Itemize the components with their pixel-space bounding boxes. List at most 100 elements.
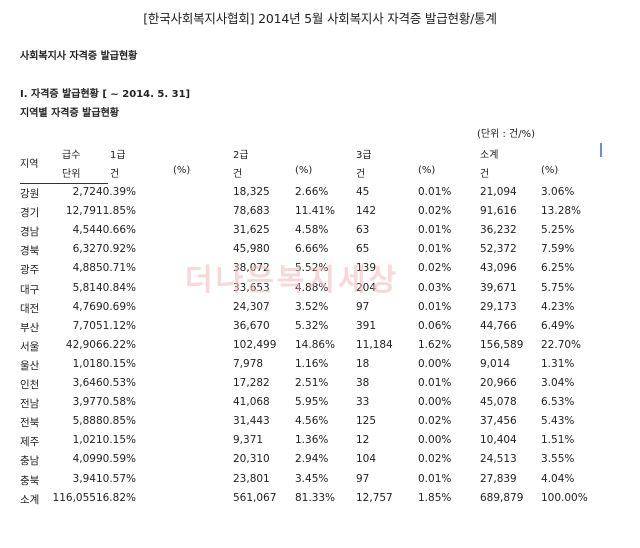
table-row: 충북 3,9410.57% 23,801 3.45% 97 0.01% 27,839 4.04… <box>0 473 640 492</box>
total-count-cell: 52,372 <box>480 243 517 256</box>
grade1-cell: 2,7240.39% <box>72 186 136 198</box>
total-pct-cell: 13.28% <box>541 205 582 218</box>
region-cell: 전북 <box>20 417 40 430</box>
total-count-cell: 10,404 <box>480 434 517 447</box>
region-cell: 대전 <box>20 302 40 315</box>
grade2-pct-cell: 4.88% <box>295 281 329 294</box>
total-count-cell: 689,879 <box>480 491 524 504</box>
grade2-count-cell: 24,307 <box>233 300 270 313</box>
grade3-pct-cell: 0.00% <box>418 396 452 409</box>
table-row: 소계 116,05516.82% 561,067 81.33% 12,757 1.85% 6… <box>0 492 640 511</box>
table-row: 서울 42,9066.22% 102,499 14.86% 11,184 1.62% 156… <box>0 339 640 358</box>
grade3-pct-cell: 0.01% <box>418 472 452 485</box>
grade2-count-cell: 41,068 <box>233 396 270 409</box>
header-grade2: 2급 <box>233 150 249 161</box>
grade3-count-cell: 38 <box>356 377 370 389</box>
grade3-pct-cell: 0.02% <box>418 205 452 218</box>
grade2-count-cell: 7,978 <box>233 357 264 370</box>
grade3-count-cell: 97 <box>356 300 370 313</box>
region-cell: 충북 <box>20 474 40 487</box>
text-cursor-marker <box>600 143 602 157</box>
section-heading: 사회복지사 자격증 발급현황 <box>20 51 138 62</box>
grade2-pct-cell: 4.58% <box>295 224 329 237</box>
grade3-count-cell: 125 <box>356 415 377 428</box>
grade3-count-cell: 63 <box>356 224 370 237</box>
grade1-cell: 1,0210.15% <box>72 434 136 447</box>
grade2-pct-cell: 5.52% <box>295 262 329 275</box>
grade3-count-cell: 391 <box>356 319 377 332</box>
grade3-count-cell: 12,757 <box>356 491 393 504</box>
table-row: 전북 5,8880.85% 31,443 4.56% 125 0.02% 37,456 5.4… <box>0 415 640 434</box>
grade2-pct-cell: 81.33% <box>295 491 336 504</box>
grade3-count-cell: 45 <box>356 186 370 198</box>
total-pct-cell: 3.55% <box>541 453 575 466</box>
table-row: 제주 1,0210.15% 9,371 1.36% 12 0.00% 10,404 1.51% <box>0 434 640 453</box>
grade1-cell: 3,9770.58% <box>72 396 136 409</box>
total-pct-cell: 6.49% <box>541 319 575 332</box>
grade2-pct-cell: 1.16% <box>295 357 329 370</box>
total-count-cell: 91,616 <box>480 205 517 218</box>
grade3-pct-cell: 1.85% <box>418 491 452 504</box>
total-count-cell: 21,094 <box>480 186 517 198</box>
header-grade1-count: 건 <box>110 169 120 180</box>
table-row: 울산 1,0180.15% 7,978 1.16% 18 0.00% 9,014 1.31% <box>0 358 640 377</box>
grade1-cell: 42,9066.22% <box>65 338 136 351</box>
total-count-cell: 9,014 <box>480 357 511 370</box>
header-unit-col: 단위 <box>62 169 81 180</box>
table-row: 경남 4,5440.66% 31,625 4.58% 63 0.01% 36,232 5.25… <box>0 224 640 243</box>
total-count-cell: 27,839 <box>480 472 517 485</box>
region-cell: 서울 <box>20 340 40 353</box>
grade3-pct-cell: 0.02% <box>418 453 452 466</box>
subsection-heading: Ⅰ. 자격증 발급현황 [ ~ 2014. 5. 31] <box>20 89 191 100</box>
total-pct-cell: 1.51% <box>541 434 575 447</box>
grade3-count-cell: 65 <box>356 243 370 256</box>
total-count-cell: 43,096 <box>480 262 517 275</box>
header-grade2-pct: (%) <box>295 165 313 176</box>
header-region: 지역 <box>20 159 39 170</box>
total-count-cell: 20,966 <box>480 377 517 389</box>
grade3-count-cell: 18 <box>356 357 370 370</box>
total-count-cell: 37,456 <box>480 415 517 428</box>
total-pct-cell: 4.23% <box>541 300 575 313</box>
table-row: 부산 7,7051.12% 36,670 5.32% 391 0.06% 44,766 6.4… <box>0 320 640 339</box>
total-pct-cell: 1.31% <box>541 357 575 370</box>
region-cell: 광주 <box>20 264 40 277</box>
total-count-cell: 24,513 <box>480 453 517 466</box>
total-count-cell: 39,671 <box>480 281 517 294</box>
total-pct-cell: 7.59% <box>541 243 575 256</box>
total-count-cell: 36,232 <box>480 224 517 237</box>
grade1-cell: 5,8880.85% <box>72 415 136 428</box>
grade2-pct-cell: 5.32% <box>295 319 329 332</box>
page-title: [한국사회복지사협회] 2014년 5월 사회복지사 자격증 발급현황/통계 <box>143 11 497 26</box>
grade1-cell: 116,05516.82% <box>52 491 136 504</box>
region-cell: 전남 <box>20 398 40 411</box>
grade3-count-cell: 11,184 <box>356 338 393 351</box>
grade3-count-cell: 97 <box>356 472 370 485</box>
grade1-cell: 3,6460.53% <box>72 377 136 389</box>
region-cell: 경남 <box>20 226 40 239</box>
region-cell: 경북 <box>20 245 40 258</box>
grade3-count-cell: 142 <box>356 205 377 218</box>
grade3-count-cell: 12 <box>356 434 370 447</box>
total-pct-cell: 3.04% <box>541 377 575 389</box>
grade1-cell: 4,7690.69% <box>72 300 136 313</box>
grade3-pct-cell: 0.03% <box>418 281 452 294</box>
region-cell: 인천 <box>20 379 40 391</box>
region-cell: 충남 <box>20 455 40 468</box>
grade3-pct-cell: 0.01% <box>418 243 452 256</box>
header-total: 소계 <box>480 150 499 161</box>
region-cell: 소계 <box>20 493 40 506</box>
grade3-count-cell: 139 <box>356 262 377 275</box>
table-row: 광주 4,8850.71% 38,072 5.52% 139 0.02% 43,096 6.2… <box>0 262 640 281</box>
grade2-count-cell: 561,067 <box>233 491 277 504</box>
total-pct-cell: 100.00% <box>541 491 588 504</box>
total-pct-cell: 5.25% <box>541 224 575 237</box>
grade2-pct-cell: 1.36% <box>295 434 329 447</box>
region-cell: 대구 <box>20 283 40 296</box>
grade3-pct-cell: 0.01% <box>418 377 452 389</box>
total-count-cell: 44,766 <box>480 319 517 332</box>
grade2-pct-cell: 3.52% <box>295 300 329 313</box>
total-pct-cell: 5.75% <box>541 281 575 294</box>
grade2-count-cell: 45,980 <box>233 243 270 256</box>
grade3-count-cell: 204 <box>356 281 377 294</box>
